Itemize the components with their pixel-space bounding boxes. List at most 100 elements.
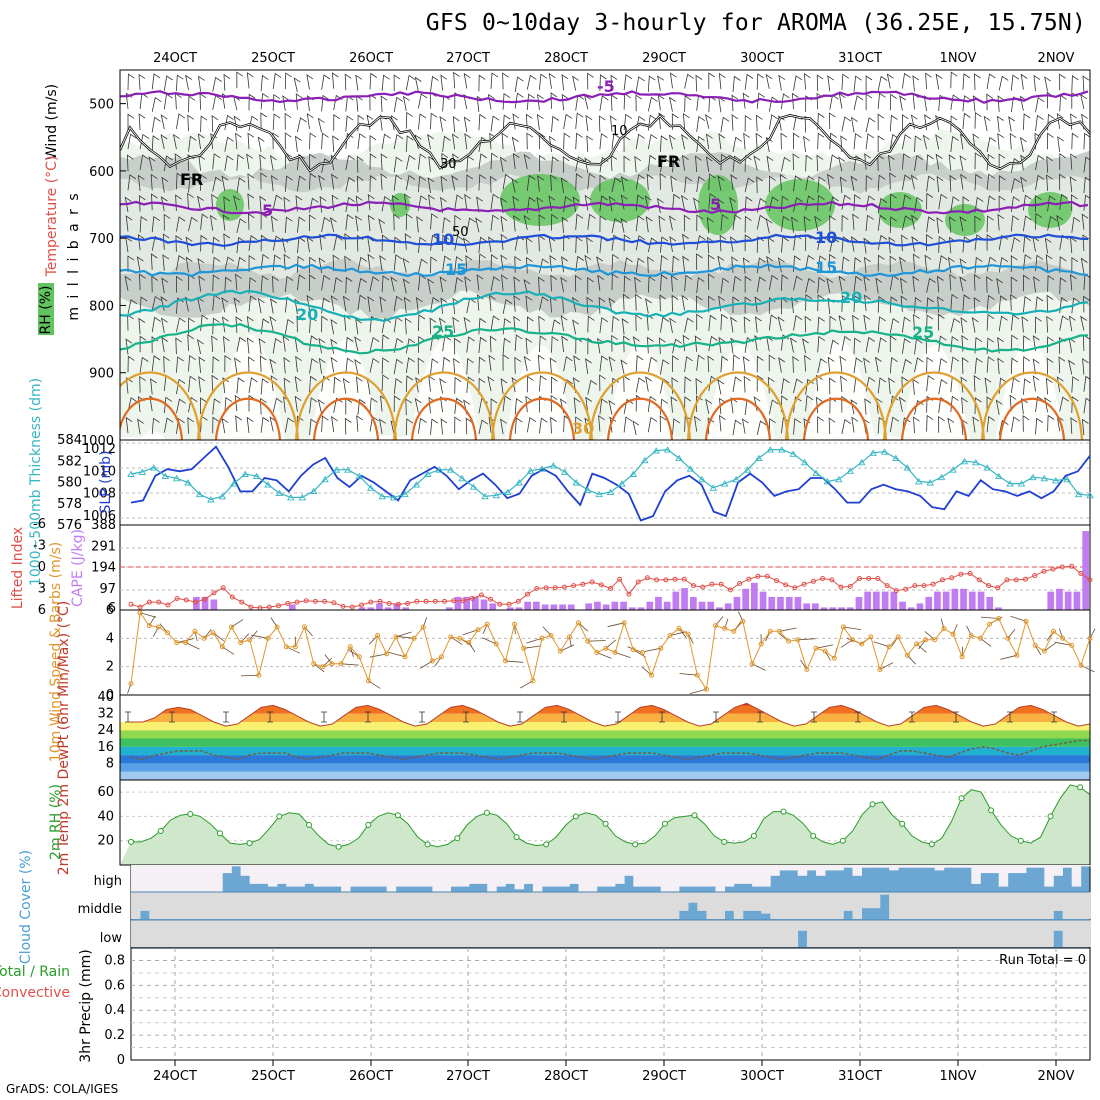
cloud-clear-middle bbox=[1016, 892, 1027, 919]
cloud-clear-high bbox=[715, 865, 725, 892]
wind-barb bbox=[1083, 132, 1090, 150]
cloud-clear-high bbox=[578, 865, 588, 892]
cloud-clear-middle bbox=[733, 892, 744, 919]
pressure-tick-600: 600 bbox=[89, 165, 114, 180]
wind-barb bbox=[1059, 193, 1068, 210]
wind-barb bbox=[297, 216, 306, 233]
precip-panel: 00.20.40.60.8 Run Total = 0 3hr Precip (… bbox=[0, 947, 1091, 1068]
wind-barb bbox=[344, 255, 351, 273]
wind-barb bbox=[623, 74, 633, 91]
thickness-point bbox=[949, 466, 957, 473]
wind10-point bbox=[1078, 662, 1084, 668]
cape-bar bbox=[907, 607, 915, 610]
wind10-barb bbox=[587, 640, 606, 642]
cloud-clear-high bbox=[1007, 865, 1018, 874]
wind-barb bbox=[1070, 153, 1077, 170]
wind-barb bbox=[596, 256, 603, 271]
cloud-clear-low bbox=[642, 920, 652, 947]
wind-barb bbox=[125, 215, 133, 232]
cloud-clear-low bbox=[395, 920, 406, 947]
wind10-point bbox=[493, 641, 499, 647]
wind-barb bbox=[974, 111, 982, 129]
minmax-marker bbox=[615, 711, 621, 723]
cloud-clear-low bbox=[752, 920, 762, 947]
wind-barb bbox=[342, 295, 350, 312]
cloud-clear-high bbox=[523, 865, 534, 884]
wind-barb bbox=[526, 316, 534, 334]
wind-barb bbox=[902, 194, 912, 211]
rh2m-point bbox=[246, 840, 253, 847]
rh2m-point bbox=[128, 838, 134, 845]
wind-barb bbox=[681, 134, 688, 150]
wind-barb bbox=[572, 75, 579, 91]
wind-barb bbox=[151, 417, 160, 435]
wind-barb bbox=[696, 354, 705, 371]
cloud-clear-high bbox=[331, 865, 342, 887]
cloud-clear-high bbox=[998, 865, 1009, 887]
wind-barb bbox=[224, 396, 233, 414]
wind-barb bbox=[644, 195, 652, 211]
wind-barb bbox=[247, 132, 255, 150]
wind-barb bbox=[898, 396, 906, 412]
wind-barb bbox=[829, 215, 836, 232]
wind-barb bbox=[453, 358, 460, 375]
wind-barb bbox=[185, 74, 192, 90]
wind-barb bbox=[926, 374, 935, 392]
cloud-clear-low bbox=[1016, 920, 1027, 947]
lifted-index-point bbox=[395, 601, 401, 607]
wind-barb bbox=[1032, 375, 1040, 392]
wind-barb bbox=[1081, 418, 1089, 436]
wind-barb bbox=[950, 94, 960, 110]
cloud-clear-middle bbox=[587, 892, 598, 919]
wind-barb bbox=[317, 117, 325, 133]
wind-barb bbox=[717, 198, 725, 214]
wind-barb bbox=[732, 376, 742, 393]
wind-barb bbox=[163, 213, 171, 231]
cloud-clear-low bbox=[514, 920, 525, 947]
cloud-clear-high bbox=[450, 865, 461, 887]
wind-barb bbox=[889, 133, 899, 150]
wind-barb bbox=[1010, 357, 1019, 375]
wind-barb bbox=[720, 313, 728, 331]
wind-barb bbox=[998, 315, 1008, 332]
wind10-point bbox=[804, 667, 810, 672]
wind-barb bbox=[962, 196, 970, 213]
rh2m-point bbox=[157, 828, 164, 834]
wind-barb bbox=[647, 134, 658, 150]
temperature-axis-label: Temperature (°C) bbox=[44, 156, 60, 278]
cloud-clear-low bbox=[870, 920, 881, 947]
wind-barb bbox=[611, 315, 620, 333]
wind-barb bbox=[754, 296, 762, 313]
cape-tick: 194 bbox=[91, 561, 116, 576]
wind-barb bbox=[1081, 213, 1089, 230]
cloud-clear-high bbox=[624, 865, 634, 876]
wind-barb bbox=[454, 397, 463, 414]
wind-barb bbox=[187, 417, 195, 434]
wind-barb bbox=[668, 134, 676, 150]
wind-barb bbox=[380, 173, 388, 190]
thk-tick-578: 578 bbox=[57, 497, 82, 512]
wind10-barb bbox=[669, 631, 687, 636]
wind-barb bbox=[1023, 254, 1032, 271]
wind-barb bbox=[295, 355, 302, 373]
wind-barb bbox=[464, 133, 472, 150]
lifted-index-point bbox=[331, 600, 337, 606]
wind-barb bbox=[393, 156, 403, 173]
freezing-label-2: FR bbox=[657, 152, 680, 171]
wind-barb bbox=[151, 73, 161, 90]
wind10-point bbox=[439, 654, 444, 660]
wind-barb bbox=[151, 97, 162, 112]
wind-barb bbox=[765, 73, 773, 89]
cloud-clear-high bbox=[441, 865, 451, 892]
wind-barb bbox=[224, 354, 232, 372]
wind-barb bbox=[947, 417, 955, 433]
wind-barb bbox=[1056, 376, 1064, 393]
cloud-clear-high bbox=[158, 865, 168, 892]
thickness-point bbox=[926, 479, 934, 486]
cloud-clear-low bbox=[843, 920, 853, 947]
wind-barb bbox=[501, 274, 508, 291]
wind-barb bbox=[841, 236, 850, 253]
date-top-30OCT: 30OCT bbox=[740, 51, 784, 66]
cape-bar bbox=[672, 591, 680, 610]
wind10-point bbox=[1023, 618, 1029, 624]
